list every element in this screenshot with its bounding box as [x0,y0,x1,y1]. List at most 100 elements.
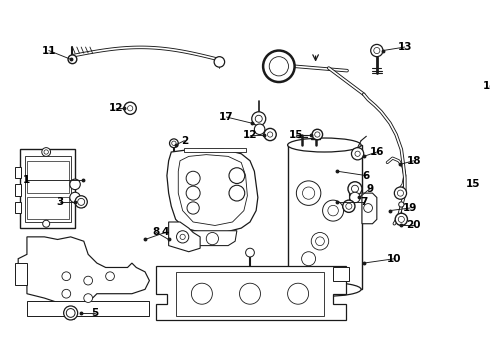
Circle shape [187,202,199,214]
Circle shape [351,148,364,160]
Circle shape [343,200,355,212]
Circle shape [315,132,320,137]
Circle shape [255,115,262,122]
Circle shape [240,283,261,304]
Bar [288,145,362,289]
Polygon shape [27,161,69,193]
Circle shape [70,192,80,203]
Text: 10: 10 [387,254,402,264]
Text: 8: 8 [153,228,160,238]
Circle shape [296,181,321,205]
Circle shape [172,141,176,145]
Text: 1: 1 [24,175,30,185]
Circle shape [316,237,324,246]
Polygon shape [189,231,237,246]
Polygon shape [27,198,69,219]
Polygon shape [362,193,377,224]
Text: 2: 2 [181,136,188,146]
Circle shape [68,55,77,64]
Polygon shape [333,267,349,280]
Polygon shape [156,266,346,320]
Text: 5: 5 [92,308,99,318]
Circle shape [106,272,114,280]
Polygon shape [18,237,149,307]
Circle shape [70,179,80,190]
Circle shape [124,102,136,114]
Circle shape [84,294,93,302]
Circle shape [302,252,316,266]
Text: 6: 6 [363,171,370,181]
Text: 9: 9 [366,184,373,194]
Circle shape [328,205,338,216]
Text: 20: 20 [406,220,421,230]
Circle shape [84,276,93,285]
Text: 15: 15 [289,130,304,140]
Circle shape [44,150,49,154]
Ellipse shape [288,138,361,152]
Circle shape [322,200,343,221]
Text: 13: 13 [397,42,412,52]
Circle shape [186,186,200,200]
Polygon shape [15,184,21,196]
Ellipse shape [288,282,361,296]
Circle shape [264,129,276,141]
Circle shape [62,272,71,280]
Circle shape [371,44,383,57]
Circle shape [206,233,219,245]
Circle shape [398,216,404,222]
Circle shape [75,196,87,208]
Polygon shape [27,301,149,316]
Text: 11: 11 [42,45,56,55]
Text: 14: 14 [483,81,490,90]
Circle shape [176,231,189,243]
Circle shape [42,148,50,156]
Text: 4: 4 [162,228,169,238]
Polygon shape [167,149,258,233]
Polygon shape [20,149,75,228]
Text: 12: 12 [243,130,257,140]
Text: 19: 19 [403,203,417,213]
Circle shape [374,48,380,54]
Text: 17: 17 [219,112,234,122]
Circle shape [127,105,133,111]
Circle shape [66,309,75,317]
Text: 3: 3 [56,197,64,207]
Circle shape [229,168,245,184]
Circle shape [348,182,362,196]
Circle shape [252,112,266,126]
Circle shape [302,187,315,199]
Text: 18: 18 [406,156,421,166]
Circle shape [263,50,294,82]
Circle shape [229,185,245,201]
Circle shape [64,306,78,320]
Circle shape [350,192,360,203]
Circle shape [269,57,289,76]
Polygon shape [15,202,21,213]
Polygon shape [15,263,27,285]
Circle shape [170,139,178,148]
Polygon shape [178,155,247,225]
Circle shape [62,289,71,298]
Polygon shape [15,167,21,178]
Circle shape [355,151,360,156]
Circle shape [311,233,329,250]
Circle shape [351,185,359,192]
Circle shape [254,124,265,135]
Circle shape [214,57,224,67]
Circle shape [245,248,254,257]
Text: 15: 15 [466,179,480,189]
Text: 7: 7 [360,197,368,207]
Polygon shape [25,156,71,222]
Polygon shape [175,272,324,316]
Text: 12: 12 [109,103,123,113]
Circle shape [394,187,407,199]
Circle shape [43,220,49,227]
Circle shape [192,283,212,304]
Circle shape [78,198,85,205]
Circle shape [186,171,200,185]
Polygon shape [169,222,200,252]
Circle shape [288,283,309,304]
Circle shape [346,203,352,209]
Circle shape [180,234,185,239]
Polygon shape [184,148,245,152]
